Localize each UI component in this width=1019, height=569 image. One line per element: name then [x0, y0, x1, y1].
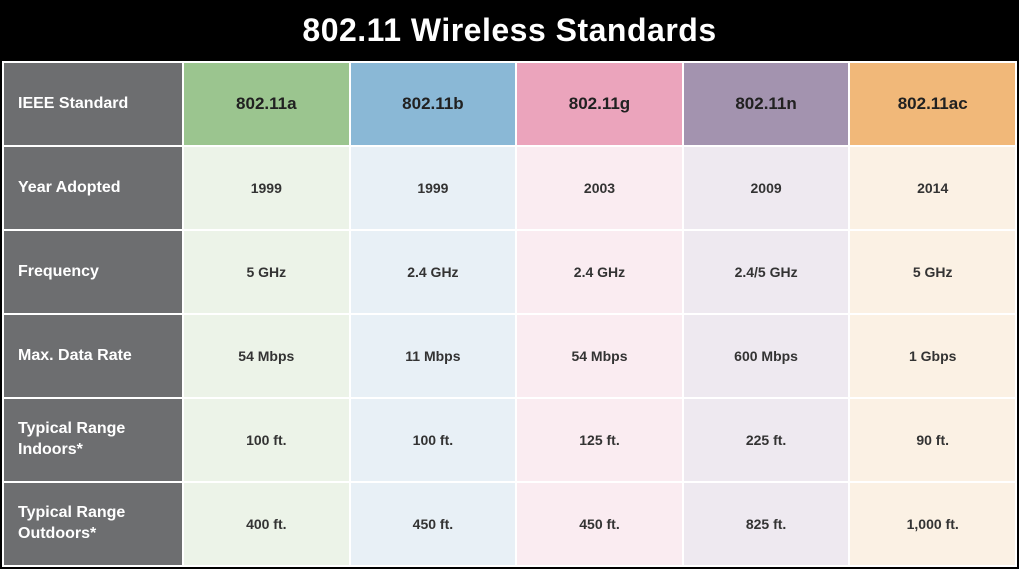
col-header-80211a: 802.11a [183, 62, 350, 146]
cell: 2.4 GHz [350, 230, 517, 314]
row-frequency: Frequency 5 GHz 2.4 GHz 2.4 GHz 2.4/5 GH… [3, 230, 1016, 314]
row-label-ieee-standard: IEEE Standard [3, 62, 183, 146]
cell: 100 ft. [350, 398, 517, 482]
cell: 450 ft. [516, 482, 683, 566]
cell: 600 Mbps [683, 314, 850, 398]
cell: 2003 [516, 146, 683, 230]
cell: 125 ft. [516, 398, 683, 482]
cell: 2.4/5 GHz [683, 230, 850, 314]
cell: 2014 [849, 146, 1016, 230]
cell: 90 ft. [849, 398, 1016, 482]
cell: 54 Mbps [516, 314, 683, 398]
col-header-80211b: 802.11b [350, 62, 517, 146]
cell: 1999 [183, 146, 350, 230]
row-range-indoors: Typical Range Indoors* 100 ft. 100 ft. 1… [3, 398, 1016, 482]
col-header-80211g: 802.11g [516, 62, 683, 146]
row-label-range-indoors: Typical Range Indoors* [3, 398, 183, 482]
wireless-standards-table: 802.11 Wireless Standards IEEE Standard … [0, 0, 1019, 569]
cell: 2009 [683, 146, 850, 230]
row-max-data-rate: Max. Data Rate 54 Mbps 11 Mbps 54 Mbps 6… [3, 314, 1016, 398]
table-title: 802.11 Wireless Standards [2, 2, 1017, 61]
cell: 400 ft. [183, 482, 350, 566]
cell: 5 GHz [849, 230, 1016, 314]
cell: 1 Gbps [849, 314, 1016, 398]
cell: 450 ft. [350, 482, 517, 566]
row-label-frequency: Frequency [3, 230, 183, 314]
header-row: IEEE Standard 802.11a 802.11b 802.11g 80… [3, 62, 1016, 146]
cell: 5 GHz [183, 230, 350, 314]
cell: 11 Mbps [350, 314, 517, 398]
standards-grid: IEEE Standard 802.11a 802.11b 802.11g 80… [2, 61, 1017, 567]
cell: 1999 [350, 146, 517, 230]
cell: 825 ft. [683, 482, 850, 566]
cell: 1,000 ft. [849, 482, 1016, 566]
cell: 54 Mbps [183, 314, 350, 398]
cell: 100 ft. [183, 398, 350, 482]
col-header-80211n: 802.11n [683, 62, 850, 146]
cell: 225 ft. [683, 398, 850, 482]
row-label-range-outdoors: Typical Range Outdoors* [3, 482, 183, 566]
cell: 2.4 GHz [516, 230, 683, 314]
row-range-outdoors: Typical Range Outdoors* 400 ft. 450 ft. … [3, 482, 1016, 566]
row-label-year-adopted: Year Adopted [3, 146, 183, 230]
col-header-80211ac: 802.11ac [849, 62, 1016, 146]
row-label-max-data-rate: Max. Data Rate [3, 314, 183, 398]
row-year-adopted: Year Adopted 1999 1999 2003 2009 2014 [3, 146, 1016, 230]
